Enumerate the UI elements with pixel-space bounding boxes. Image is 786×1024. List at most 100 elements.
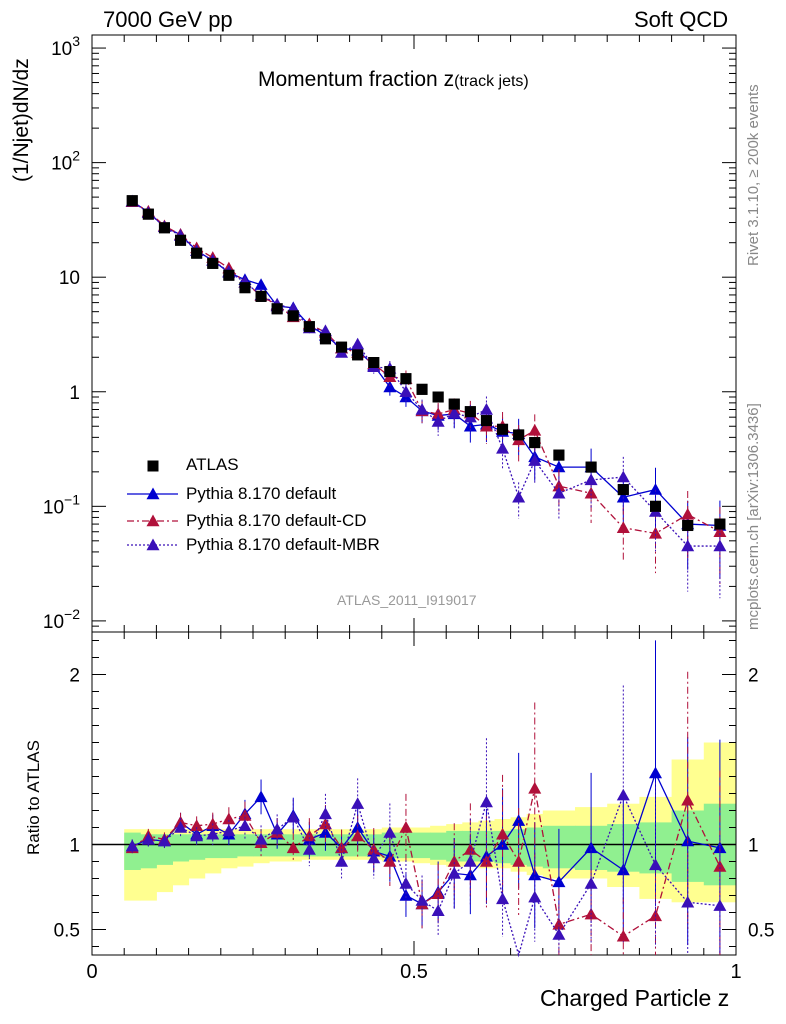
- ratio-point-pythia-8-170-default-cd: [206, 817, 220, 830]
- main-point-atlas-top: [529, 437, 541, 449]
- band-inner-bin: [236, 834, 254, 857]
- ratio-plot-series: [125, 640, 727, 958]
- ratio-point-pythia-8-170-default-cd: [713, 860, 727, 872]
- ratio-point-pythia-8-170-default: [649, 766, 662, 779]
- main-point-pythia-8-170-default-mbr: [616, 470, 630, 483]
- ratio-point-pythia-8-170-default-mbr: [125, 839, 139, 852]
- band-inner-bin: [220, 834, 238, 859]
- ratio-point-pythia-8-170-default: [496, 838, 510, 850]
- ratio-point-pythia-8-170-default-mbr: [174, 821, 188, 833]
- x-axis-title: Charged Particle z: [540, 985, 730, 1011]
- main-point-atlas-top: [191, 247, 203, 259]
- main-point-atlas-top: [126, 195, 138, 207]
- ratio-point-pythia-8-170-default-mbr: [270, 822, 284, 835]
- main-point-atlas-top: [682, 520, 694, 532]
- ratio-point-pythia-8-170-default-mbr: [447, 866, 461, 879]
- main-point-pythia-8-170-default-mbr: [584, 473, 598, 486]
- main-line-pythia-8-170-default-cd: [131, 201, 721, 535]
- ratio-point-pythia-8-170-default-mbr: [206, 827, 220, 840]
- main-plot-series: [125, 194, 727, 599]
- ratio-point-pythia-8-170-default-mbr: [463, 855, 477, 867]
- main-point-pythia-8-170-default-mbr: [399, 385, 413, 397]
- ratio-point-pythia-8-170-default: [254, 790, 268, 803]
- ratio-y-tick-label-right: 1: [748, 836, 759, 857]
- main-point-pythia-8-170-default-mbr: [681, 539, 695, 552]
- y-tick-label: 103: [51, 33, 80, 60]
- legend-markers: [127, 460, 178, 551]
- main-point-atlas-top: [617, 484, 629, 496]
- main-point-atlas-top: [223, 269, 235, 281]
- main-point-pythia-8-170-default-mbr: [528, 454, 542, 466]
- legend-marker-atlas: [147, 460, 159, 472]
- main-point-atlas-top: [480, 415, 492, 427]
- ratio-point-pythia-8-170-default-mbr: [141, 832, 155, 845]
- main-point-pythia-8-170-default-mbr: [713, 539, 727, 552]
- main-line-pythia-8-170-default: [131, 200, 720, 527]
- main-point-pythia-8-170-default-mbr: [496, 441, 510, 454]
- ratio-point-pythia-8-170-default-cd: [479, 855, 493, 867]
- main-point-atlas-top: [448, 398, 460, 410]
- main-point-atlas-top: [585, 461, 597, 473]
- main-point-atlas-top: [497, 423, 509, 435]
- ratio-point-pythia-8-170-default: [552, 875, 566, 888]
- main-point-atlas-top: [553, 449, 565, 461]
- main-point-atlas-top: [336, 341, 348, 353]
- ratio-point-pythia-8-170-default-cd: [222, 812, 236, 825]
- main-point-pythia-8-170-default: [616, 490, 630, 503]
- ratio-point-pythia-8-170-default-mbr: [367, 851, 381, 864]
- legend-label-default: Pythia 8.170 default: [186, 484, 337, 503]
- ratio-y-tick-label-right: 0.5: [748, 921, 774, 942]
- ratio-point-pythia-8-170-default-cd: [302, 829, 316, 842]
- band-inner-bin: [414, 832, 431, 859]
- ratio-point-pythia-8-170-default-mbr: [552, 928, 566, 940]
- ratio-point-pythia-8-170-default-mbr: [383, 826, 397, 838]
- main-point-atlas-top: [384, 366, 396, 378]
- main-point-atlas-top: [287, 310, 299, 322]
- main-point-atlas-top: [255, 290, 267, 302]
- ratio-point-pythia-8-170-default-cd: [512, 855, 526, 867]
- main-point-pythia-8-170-default-mbr: [447, 406, 461, 419]
- ratio-y-tick-label-right: 2: [748, 666, 759, 687]
- ratio-point-pythia-8-170-default-cd: [496, 827, 510, 840]
- ratio-point-pythia-8-170-default-cd: [190, 819, 204, 831]
- main-point-atlas-top: [271, 303, 283, 315]
- ratio-point-pythia-8-170-default: [616, 863, 630, 876]
- ratio-point-pythia-8-170-default-mbr: [431, 904, 445, 916]
- main-point-atlas-top: [239, 282, 251, 294]
- ratio-point-pythia-8-170-default-mbr: [254, 832, 268, 845]
- y-tick-label: 10: [59, 268, 80, 289]
- main-point-pythia-8-170-default-cd: [681, 507, 695, 520]
- legend-marker-pythia-8-170-default-cd: [146, 514, 160, 527]
- main-point-pythia-8-170-default-mbr: [479, 403, 493, 415]
- ratio-point-pythia-8-170-default-mbr: [399, 877, 413, 889]
- ratio-point-pythia-8-170-default-mbr: [528, 890, 542, 903]
- energy-label: 7000 GeV pp: [103, 7, 233, 32]
- ratio-point-pythia-8-170-default-mbr: [713, 899, 727, 911]
- main-point-atlas-top: [142, 208, 154, 220]
- ratio-point-pythia-8-170-default-cd: [616, 929, 630, 942]
- ratio-point-pythia-8-170-default-mbr: [616, 788, 630, 801]
- main-point-pythia-8-170-default-mbr: [351, 337, 365, 350]
- ratio-point-pythia-8-170-default-mbr: [286, 810, 300, 823]
- ratio-point-pythia-8-170-default-mbr: [238, 819, 252, 831]
- main-point-atlas-top: [400, 373, 412, 385]
- legend-marker-pythia-8-170-default: [146, 487, 160, 500]
- ratio-point-pythia-8-170-default-cd: [681, 793, 695, 806]
- main-point-pythia-8-170-default-mbr: [415, 403, 429, 415]
- main-point-atlas-top: [207, 257, 219, 269]
- main-point-pythia-8-170-default: [552, 460, 566, 473]
- main-point-atlas-top: [650, 500, 661, 512]
- ratio-point-pythia-8-170-default: [512, 814, 526, 826]
- ratio-point-pythia-8-170-default-mbr: [302, 843, 316, 855]
- main-point-pythia-8-170-default-mbr: [512, 490, 526, 503]
- y-tick-label: 1: [69, 383, 80, 404]
- ratio-y-tick-label-left: 1: [69, 836, 80, 857]
- main-point-pythia-8-170-default-cd: [616, 521, 630, 533]
- main-point-pythia-8-170-default-cd: [431, 407, 445, 420]
- analysis-watermark: ATLAS_2011_I919017: [337, 592, 477, 608]
- ratio-point-pythia-8-170-default-cd: [528, 781, 542, 794]
- legend-label-cd: Pythia 8.170 default-CD: [186, 511, 367, 530]
- ratio-point-pythia-8-170-default-mbr: [681, 895, 695, 908]
- main-point-atlas-top: [513, 429, 525, 441]
